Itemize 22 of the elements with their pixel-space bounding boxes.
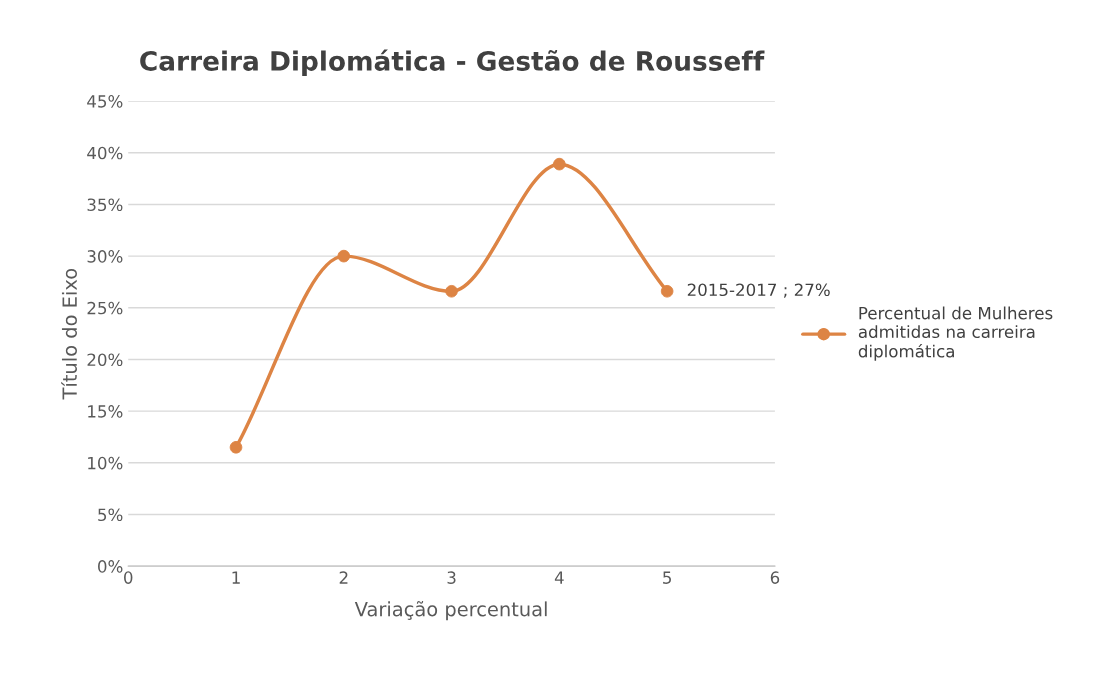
legend-label: Percentual de Mulheres admitidas na carreira diplomática [858,306,1053,361]
y-tick-label: 35% [87,198,123,212]
y-axis-title: Título do Eixo [61,268,77,400]
x-tick-label: 1 [232,571,240,584]
x-tick-label: 0 [124,571,133,584]
y-tick-label: 45% [87,95,123,108]
y-tick-label: 15% [88,405,123,418]
y-tick-label: 20% [87,353,123,367]
y-tick-label: 0% [98,560,123,573]
y-tick-label: 40% [87,146,123,160]
x-tick-label: 2 [339,571,348,584]
y-tick-label: 5% [98,508,123,522]
x-axis-title: Variação percentual [354,601,547,621]
x-tick-label: 6 [770,571,780,584]
annotation: 2015-2017 ; 27% [687,283,830,298]
y-tick-label: 30% [87,250,123,263]
x-tick-label: 5 [663,571,671,584]
x-tick-label: 4 [554,571,564,584]
y-tick-label: 10% [88,456,123,470]
x-tick-label: 3 [447,571,456,584]
chart-title: Carreira Diplomática - Gestão de Rousseff [140,49,765,77]
y-tick-label: 25% [87,301,123,315]
